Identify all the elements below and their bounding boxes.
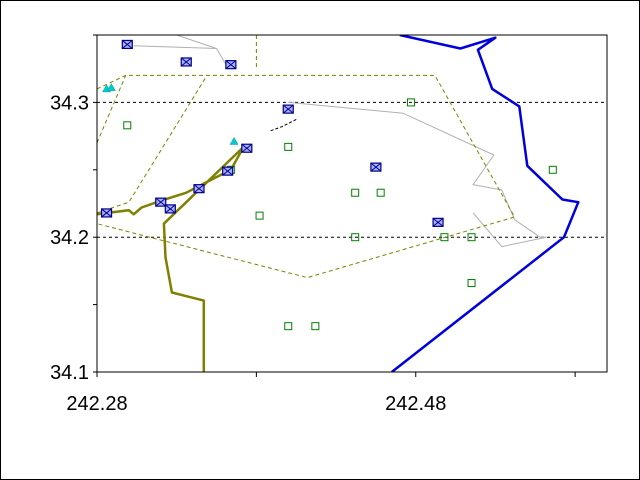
station-marker (241, 143, 253, 153)
station-cross (370, 162, 382, 172)
fault-line (270, 118, 299, 132)
coastline (391, 35, 580, 372)
station-cross (180, 57, 192, 67)
station-marker (121, 39, 133, 50)
station-cross (282, 104, 294, 114)
green-square-marker (311, 322, 320, 331)
green-square-marker (376, 188, 385, 197)
station-cross (101, 208, 112, 218)
green-square-marker (467, 279, 476, 288)
x-tick-label: 242.28 (66, 393, 127, 415)
station-cross (222, 166, 233, 176)
green-square-marker (351, 188, 360, 197)
station-marker (180, 57, 192, 67)
boundary-line (176, 35, 217, 49)
y-tick-label: 34.1 (50, 362, 89, 384)
station-cross (432, 217, 444, 227)
station-cross (155, 197, 167, 207)
station-marker (282, 104, 294, 114)
station-marker (193, 184, 205, 194)
green-square-marker (255, 211, 264, 220)
station-cross (121, 40, 133, 49)
y-tick-label: 34.3 (50, 92, 89, 114)
triangle-marker (106, 83, 116, 91)
green-square-marker (548, 165, 557, 174)
green-square-marker (123, 121, 132, 130)
boundary-line (288, 101, 547, 238)
plot-layer (97, 35, 607, 372)
station-marker (225, 60, 237, 70)
station-marker (222, 166, 234, 176)
station-cross (241, 143, 253, 153)
x-tick-label: 242.48 (385, 393, 446, 415)
station-marker (155, 197, 167, 207)
station-marker (370, 162, 382, 172)
station-cross (165, 204, 176, 214)
dashed-boundary (97, 74, 516, 279)
green-square-marker (284, 142, 293, 151)
station-marker (432, 217, 444, 227)
station-marker (164, 204, 176, 214)
dashed-boundary (97, 75, 208, 214)
boundary-line (472, 212, 547, 248)
green-square-marker (406, 98, 415, 107)
triangle-marker (229, 136, 239, 145)
station-marker (100, 208, 113, 218)
green-square-marker (284, 322, 293, 331)
boundary-line (133, 45, 227, 65)
y-tick-label: 34.2 (50, 227, 89, 249)
plot-border (96, 34, 608, 373)
green-square-marker (351, 233, 360, 242)
station-cross (225, 60, 237, 70)
axis-layer: 34.3 34.2 34.1 242.28 242.48 (50, 34, 576, 415)
green-square-marker (440, 233, 449, 242)
dashed-boundary (97, 75, 127, 143)
green-square-marker (467, 233, 476, 242)
road-line (97, 145, 245, 372)
station-cross (193, 184, 205, 194)
